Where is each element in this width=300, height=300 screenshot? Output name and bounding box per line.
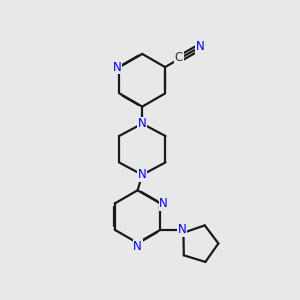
- Text: N: N: [196, 40, 205, 53]
- Text: N: N: [138, 168, 147, 181]
- Text: N: N: [159, 197, 168, 210]
- Text: C: C: [175, 50, 183, 64]
- Text: N: N: [133, 240, 142, 253]
- Text: N: N: [178, 223, 187, 236]
- Text: N: N: [112, 61, 121, 74]
- Text: N: N: [138, 117, 147, 130]
